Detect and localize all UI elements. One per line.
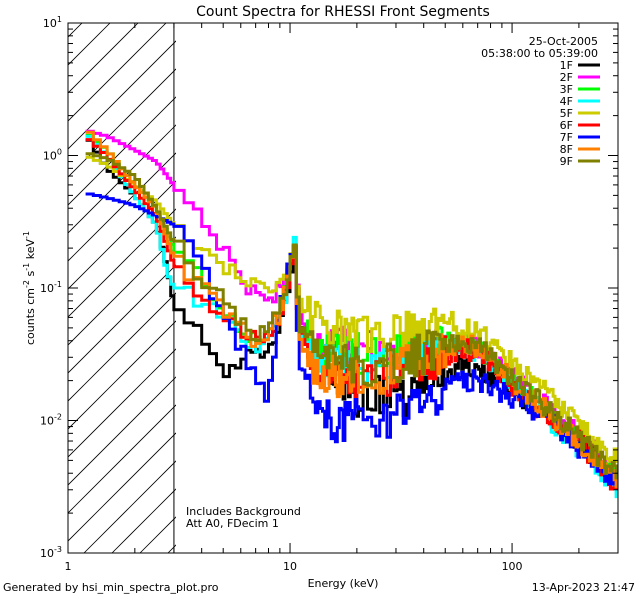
series-4f-line bbox=[85, 134, 618, 499]
chart-title: Count Spectra for RHESSI Front Segments bbox=[196, 4, 490, 20]
hatch-line bbox=[68, 23, 83, 38]
hatch-line bbox=[252, 0, 640, 553]
hatch-line bbox=[68, 376, 176, 486]
hatch-line bbox=[68, 264, 176, 374]
x-axis-label: Energy (keV) bbox=[308, 577, 379, 590]
hatch-line bbox=[68, 68, 176, 178]
y-tick-label: 10-3 bbox=[40, 545, 62, 560]
hatch-line bbox=[68, 320, 176, 430]
hatch-line bbox=[68, 348, 176, 458]
hatch-line bbox=[68, 432, 176, 542]
x-tick-label: 10 bbox=[283, 560, 297, 573]
y-tick-label: 101 bbox=[43, 15, 62, 30]
time-range-label: 05:38:00 to 05:39:00 bbox=[481, 47, 598, 60]
footer-generator: Generated by hsi_min_spectra_plot.pro bbox=[3, 581, 219, 594]
legend-label-4f: 4F bbox=[560, 95, 573, 108]
hatch-line bbox=[68, 40, 176, 150]
series-7f-line bbox=[85, 192, 618, 486]
hatch-line bbox=[0, 0, 96, 553]
legend-label-8f: 8F bbox=[560, 143, 573, 156]
legend-label-7f: 7F bbox=[560, 131, 573, 144]
y-tick-label: 10-2 bbox=[40, 413, 62, 428]
hatch-line bbox=[68, 292, 176, 402]
hatch-line bbox=[68, 152, 176, 262]
footer-timestamp: 13-Apr-2023 21:47 bbox=[531, 581, 635, 594]
legend-label-3f: 3F bbox=[560, 83, 573, 96]
hatch-line bbox=[68, 96, 176, 206]
y-tick-label: 10-1 bbox=[40, 280, 62, 295]
hatch-line bbox=[68, 23, 111, 66]
note-attenuator: Att A0, FDecim 1 bbox=[186, 517, 279, 530]
hatch-line bbox=[68, 404, 176, 514]
hatch-line bbox=[68, 23, 167, 122]
y-axis-label: counts cm-2 s-1 keV-1 bbox=[22, 231, 37, 345]
note-background: Includes Background bbox=[186, 505, 301, 518]
date-label: 25-Oct-2005 bbox=[529, 35, 598, 48]
legend-label-6f: 6F bbox=[560, 119, 573, 132]
legend-label-9f: 9F bbox=[560, 155, 573, 168]
hatch-line bbox=[0, 0, 124, 553]
x-tick-label: 100 bbox=[502, 560, 523, 573]
legend-label-2f: 2F bbox=[560, 71, 573, 84]
series-8f-line bbox=[85, 130, 618, 489]
x-tick-label: 1 bbox=[65, 560, 72, 573]
legend-label-5f: 5F bbox=[560, 107, 573, 120]
legend-label-1f: 1F bbox=[560, 59, 573, 72]
hatch-line bbox=[68, 23, 139, 94]
hatch-line bbox=[196, 0, 640, 553]
y-tick-label: 100 bbox=[43, 148, 62, 163]
excluded-energy-region bbox=[0, 0, 640, 553]
hatch-line bbox=[68, 208, 176, 318]
hatch-line bbox=[68, 236, 176, 346]
plot-frame bbox=[67, 22, 619, 554]
series-9f-line bbox=[85, 152, 618, 480]
hatch-line bbox=[68, 180, 176, 290]
